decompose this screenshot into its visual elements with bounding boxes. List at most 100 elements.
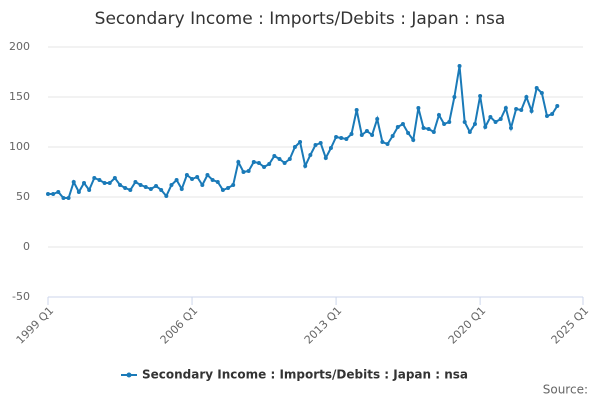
marker bbox=[282, 161, 287, 165]
marker bbox=[395, 125, 400, 129]
marker bbox=[421, 126, 426, 130]
legend-label: Secondary Income : Imports/Debits : Japa… bbox=[142, 368, 468, 382]
marker bbox=[364, 129, 369, 133]
marker bbox=[277, 157, 282, 161]
marker bbox=[190, 177, 195, 181]
marker bbox=[478, 94, 483, 98]
y-tick-label: 100 bbox=[9, 140, 30, 153]
x-tick-label: 2025 Q1 bbox=[549, 304, 592, 347]
marker bbox=[457, 64, 462, 68]
marker bbox=[292, 145, 297, 149]
marker bbox=[51, 192, 56, 196]
marker bbox=[236, 160, 241, 164]
marker bbox=[133, 180, 138, 184]
marker bbox=[215, 180, 220, 184]
marker bbox=[241, 170, 246, 174]
marker bbox=[483, 125, 488, 129]
marker bbox=[426, 127, 431, 131]
marker bbox=[169, 183, 174, 187]
marker bbox=[262, 165, 267, 169]
marker bbox=[431, 130, 436, 134]
marker bbox=[138, 183, 143, 187]
marker bbox=[411, 138, 416, 142]
marker bbox=[97, 178, 102, 182]
marker bbox=[493, 120, 498, 124]
marker bbox=[200, 183, 205, 187]
marker bbox=[385, 142, 390, 146]
legend-marker bbox=[126, 372, 132, 378]
marker bbox=[123, 186, 128, 190]
marker bbox=[534, 86, 539, 90]
marker bbox=[344, 137, 349, 141]
marker bbox=[370, 133, 375, 137]
source: Source: bbox=[543, 383, 588, 397]
marker bbox=[472, 122, 477, 126]
marker bbox=[92, 176, 97, 180]
marker bbox=[303, 164, 308, 168]
marker bbox=[313, 143, 318, 147]
marker bbox=[226, 186, 231, 190]
marker bbox=[220, 188, 225, 192]
marker bbox=[539, 91, 544, 95]
y-tick-label: 50 bbox=[16, 190, 30, 203]
x-tick-label: 2013 Q1 bbox=[302, 304, 345, 347]
marker bbox=[380, 140, 385, 144]
marker bbox=[498, 117, 503, 121]
marker bbox=[462, 120, 467, 124]
x-tick-label: 2006 Q1 bbox=[158, 304, 201, 347]
marker bbox=[76, 190, 81, 194]
marker bbox=[359, 133, 364, 137]
x-tick-label: 1999 Q1 bbox=[14, 304, 57, 347]
marker bbox=[514, 107, 519, 111]
marker bbox=[159, 188, 164, 192]
marker bbox=[308, 153, 313, 157]
marker bbox=[267, 162, 272, 166]
marker bbox=[339, 136, 344, 140]
marker bbox=[287, 157, 292, 161]
marker bbox=[318, 141, 323, 145]
x-tick-label: 2020 Q1 bbox=[446, 304, 489, 347]
marker bbox=[56, 190, 61, 194]
marker bbox=[298, 140, 303, 144]
marker bbox=[205, 173, 210, 177]
chart-title: Secondary Income : Imports/Debits : Japa… bbox=[95, 9, 506, 29]
line bbox=[48, 65, 559, 199]
marker bbox=[210, 178, 215, 182]
marker bbox=[107, 181, 112, 185]
marker bbox=[164, 194, 169, 198]
marker bbox=[436, 113, 441, 117]
marker bbox=[179, 187, 184, 191]
marker bbox=[467, 130, 472, 134]
marker bbox=[231, 183, 236, 187]
marker bbox=[46, 192, 50, 196]
marker bbox=[251, 160, 256, 164]
marker bbox=[442, 122, 447, 126]
marker bbox=[519, 108, 524, 112]
y-tick-label: -50 bbox=[12, 290, 30, 303]
marker bbox=[87, 188, 92, 192]
y-tick-label: 150 bbox=[9, 90, 30, 103]
marker bbox=[488, 115, 493, 119]
marker bbox=[154, 184, 159, 188]
marker bbox=[416, 106, 421, 110]
marker bbox=[508, 126, 513, 130]
marker bbox=[452, 95, 457, 99]
marker bbox=[195, 175, 200, 179]
marker bbox=[246, 169, 251, 173]
y-tick-label: 0 bbox=[23, 240, 30, 253]
marker bbox=[390, 134, 395, 138]
marker bbox=[349, 132, 354, 136]
marker bbox=[555, 104, 560, 108]
marker bbox=[184, 173, 189, 177]
marker bbox=[323, 156, 328, 160]
marker bbox=[128, 188, 133, 192]
marker bbox=[61, 196, 66, 200]
marker bbox=[102, 181, 107, 185]
marker bbox=[66, 196, 71, 200]
marker bbox=[334, 135, 339, 139]
marker bbox=[118, 183, 123, 187]
marker bbox=[406, 131, 411, 135]
marker bbox=[550, 112, 555, 116]
marker bbox=[174, 178, 179, 182]
